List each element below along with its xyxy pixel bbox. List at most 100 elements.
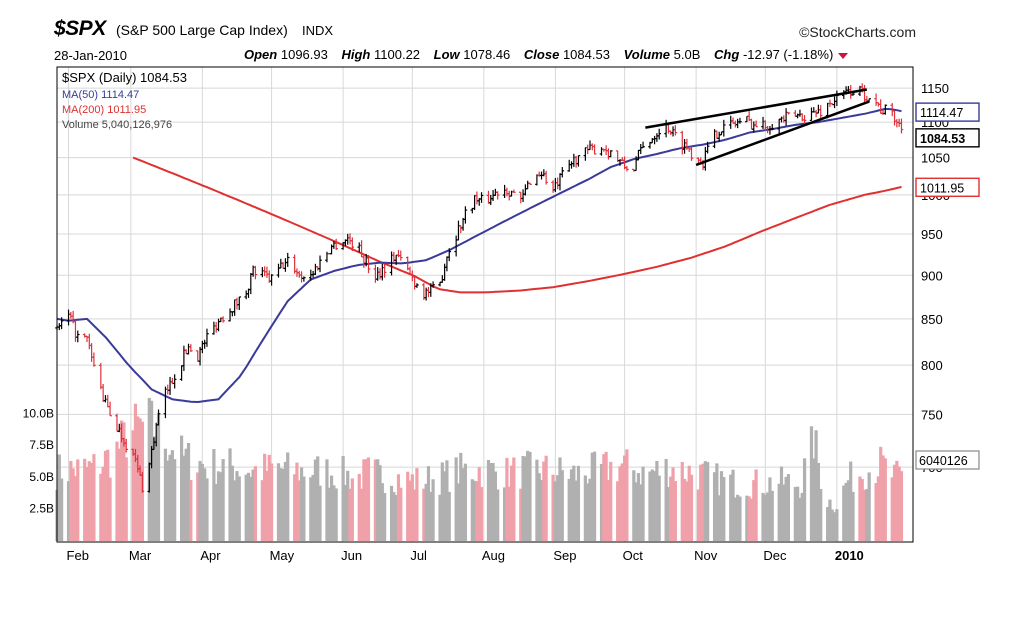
price-bar [558, 173, 562, 191]
volume-bar [237, 476, 241, 541]
volume-bar [325, 459, 329, 541]
volume-bar [655, 460, 659, 541]
volume-bar [616, 481, 620, 541]
volume-bar [332, 485, 336, 541]
volume-bar [832, 512, 837, 541]
price-bar [832, 96, 837, 109]
volume-bar [722, 477, 726, 541]
volume-bar [216, 471, 221, 541]
volume-bar [470, 479, 474, 541]
ma200-line [132, 156, 902, 294]
price-bar [458, 225, 463, 234]
volume-bar [346, 470, 350, 541]
volume-bar [341, 455, 345, 541]
exchange: INDX [302, 23, 334, 38]
price-bar [835, 90, 839, 107]
price-bar [313, 263, 318, 275]
volume-bar [860, 479, 864, 541]
volume-bar [519, 488, 523, 541]
volume-last-value-box [915, 450, 980, 470]
price-tick-label: 900 [921, 268, 943, 283]
volume-bar [779, 466, 784, 541]
volume-bar [299, 467, 304, 541]
price-bar [655, 133, 659, 142]
volume-bar [609, 461, 613, 541]
volume-bar [572, 465, 576, 541]
volume-bar [507, 486, 511, 541]
volume-bar [844, 482, 848, 541]
price-bar [523, 184, 528, 196]
price-bar [285, 252, 290, 267]
volume-bar [496, 489, 500, 541]
volume-bar [286, 452, 290, 541]
price-bar [816, 104, 821, 114]
volume-bar [406, 471, 410, 541]
price-bar [874, 93, 878, 106]
price-bar [738, 117, 742, 124]
volume-bar [512, 457, 516, 541]
volume-bar [408, 480, 412, 541]
price-bar [878, 99, 883, 114]
axes: 7007508008509009501000105011001150FebMar… [23, 81, 980, 563]
volume-bar [357, 473, 361, 541]
high-label: High [341, 47, 371, 62]
volume-bar [489, 463, 493, 541]
volume-bar [754, 469, 758, 541]
volume-bar [334, 488, 338, 541]
volume-bar [228, 448, 232, 541]
price-tick-label: 800 [921, 358, 943, 373]
price-bar [189, 344, 193, 353]
volume-bar [212, 449, 216, 541]
price-bar [165, 384, 170, 395]
grid [57, 67, 913, 542]
volume-bar [802, 458, 807, 541]
price-last-value-box [915, 128, 980, 148]
volume-bar [424, 483, 428, 541]
volume-bar [770, 490, 774, 541]
volume-bar [816, 462, 821, 541]
volume-bar [473, 480, 477, 541]
volume-bar [666, 487, 671, 541]
volume-bar [103, 450, 108, 541]
price-bar [92, 352, 96, 367]
volume-bar [251, 469, 255, 541]
month-tick-label: May [270, 548, 295, 563]
price-bar [440, 275, 445, 283]
price-bar [518, 191, 523, 204]
price-bar [495, 191, 500, 200]
volume-bar [551, 474, 555, 541]
price-bar [786, 111, 791, 115]
volume-bar [703, 461, 707, 541]
volume-bar [163, 448, 168, 541]
volume-bar [318, 485, 322, 541]
volume-bar [106, 449, 110, 541]
volume-bar [366, 457, 371, 541]
volume-bar [671, 467, 675, 541]
price-bar [249, 272, 253, 295]
price-bar [382, 263, 387, 278]
volume-bar [376, 459, 380, 541]
price-tick-label: 850 [921, 312, 943, 327]
price-bar [608, 150, 613, 158]
volume-bar [849, 461, 853, 541]
price-bar [818, 105, 823, 121]
price-bar [560, 167, 565, 178]
price-bar [521, 189, 525, 203]
price-bar [124, 438, 129, 453]
legend-price: $SPX (Daily) 1084.53 [62, 70, 187, 85]
price-bar [186, 343, 191, 355]
price-bar [205, 328, 209, 347]
low-label: Low [433, 47, 460, 62]
volume-bar [731, 469, 735, 541]
volume-bar [415, 468, 419, 541]
volume-bar [283, 461, 288, 541]
price-bar [182, 345, 186, 371]
price-bar [163, 386, 168, 419]
volume-bar [657, 475, 661, 541]
price-bar [715, 130, 719, 139]
volume-bar [892, 464, 897, 541]
open-value: 1096.93 [280, 47, 328, 62]
volume-bar [796, 486, 800, 541]
volume-bar [392, 492, 396, 541]
price-bar [544, 170, 548, 185]
